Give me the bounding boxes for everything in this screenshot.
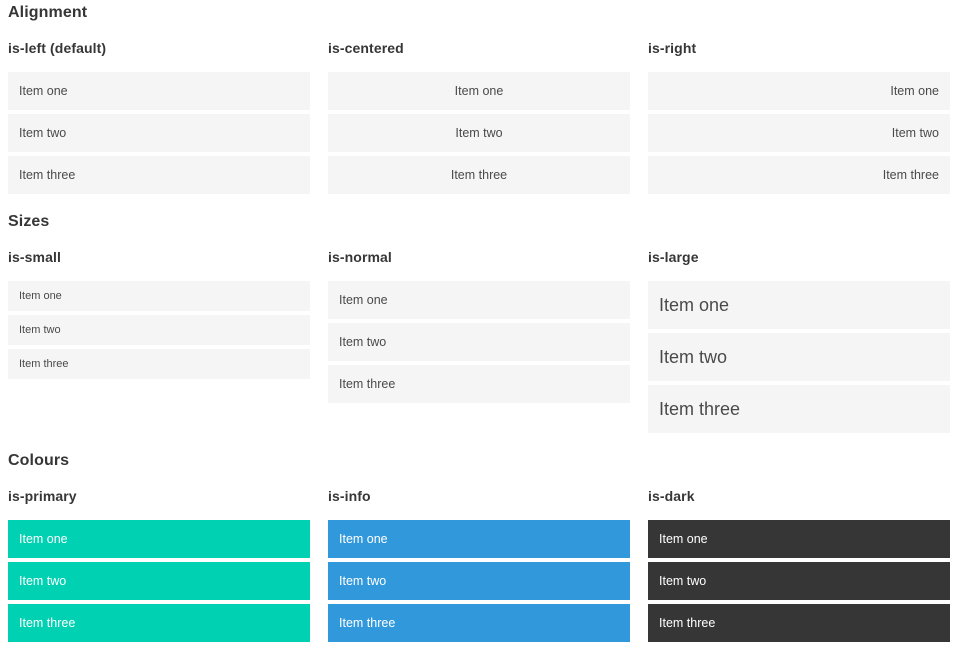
list-item: Item one <box>648 281 950 329</box>
column-is-left: is-left (default) Item one Item two Item… <box>8 41 310 194</box>
list-item: Item three <box>648 385 950 433</box>
list-item: Item three <box>328 604 630 642</box>
list-item: Item one <box>328 281 630 319</box>
variant-label: is-large <box>648 249 699 265</box>
list-item: Item two <box>648 562 950 600</box>
column-is-small: is-small Item one Item two Item three <box>8 250 310 433</box>
column-is-right: is-right Item one Item two Item three <box>648 41 950 194</box>
list-info: Item one Item two Item three <box>328 520 630 642</box>
list-item: Item two <box>648 333 950 381</box>
list-left-aligned: Item one Item two Item three <box>8 72 310 194</box>
variant-label: is-dark <box>648 488 695 504</box>
list-item: Item two <box>8 114 310 152</box>
column-is-normal: is-normal Item one Item two Item three <box>328 250 630 433</box>
list-item: Item three <box>8 604 310 642</box>
list-primary: Item one Item two Item three <box>8 520 310 642</box>
section-title: Colours <box>8 452 70 469</box>
list-item: Item one <box>648 520 950 558</box>
section-sizes: Sizes is-small Item one Item two Item th… <box>8 214 950 433</box>
colours-columns: is-primary Item one Item two Item three … <box>8 489 950 642</box>
column-is-info: is-info Item one Item two Item three <box>328 489 630 642</box>
column-is-large: is-large Item one Item two Item three <box>648 250 950 433</box>
list-item: Item one <box>648 72 950 110</box>
list-item: Item one <box>8 520 310 558</box>
list-item: Item two <box>8 315 310 345</box>
list-item: Item three <box>648 604 950 642</box>
list-dark: Item one Item two Item three <box>648 520 950 642</box>
variant-label: is-centered <box>328 40 404 56</box>
section-alignment: Alignment is-left (default) Item one Ite… <box>8 5 950 194</box>
list-right-aligned: Item one Item two Item three <box>648 72 950 194</box>
list-small: Item one Item two Item three <box>8 281 310 379</box>
variant-label: is-primary <box>8 488 77 504</box>
column-is-centered: is-centered Item one Item two Item three <box>328 41 630 194</box>
column-is-dark: is-dark Item one Item two Item three <box>648 489 950 642</box>
list-center-aligned: Item one Item two Item three <box>328 72 630 194</box>
column-is-primary: is-primary Item one Item two Item three <box>8 489 310 642</box>
list-item: Item one <box>328 520 630 558</box>
list-item: Item two <box>328 114 630 152</box>
list-item: Item three <box>328 365 630 403</box>
variant-label: is-normal <box>328 249 392 265</box>
variant-label: is-right <box>648 40 697 56</box>
list-item: Item two <box>328 562 630 600</box>
alignment-columns: is-left (default) Item one Item two Item… <box>8 41 950 194</box>
list-item: Item three <box>648 156 950 194</box>
section-title: Alignment <box>8 4 88 21</box>
sizes-columns: is-small Item one Item two Item three is… <box>8 250 950 433</box>
list-item: Item three <box>8 349 310 379</box>
list-normal: Item one Item two Item three <box>328 281 630 403</box>
list-large: Item one Item two Item three <box>648 281 950 433</box>
list-item: Item one <box>328 72 630 110</box>
list-item: Item two <box>648 114 950 152</box>
list-item: Item one <box>8 72 310 110</box>
list-item: Item two <box>8 562 310 600</box>
list-item: Item one <box>8 281 310 311</box>
section-title: Sizes <box>8 213 50 230</box>
list-item: Item two <box>328 323 630 361</box>
variant-label: is-info <box>328 488 371 504</box>
section-colours: Colours is-primary Item one Item two Ite… <box>8 453 950 642</box>
list-item: Item three <box>328 156 630 194</box>
variant-label: is-small <box>8 249 61 265</box>
variant-label: is-left (default) <box>8 40 107 56</box>
list-item: Item three <box>8 156 310 194</box>
